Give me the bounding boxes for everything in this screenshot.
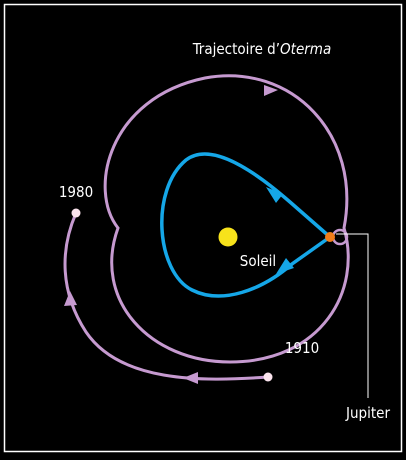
jupiter xyxy=(325,232,335,242)
title: Trajectoire d’Oterma xyxy=(192,40,331,58)
orbit-tail xyxy=(63,212,269,381)
title-prefix: Trajectoire d’ xyxy=(192,40,280,58)
label-sun: Soleil xyxy=(240,252,276,270)
arrow xyxy=(264,85,278,96)
leader-line xyxy=(336,233,369,398)
capture-loop xyxy=(160,152,332,298)
arrow xyxy=(266,187,283,203)
frame xyxy=(3,3,403,453)
arrow xyxy=(276,258,294,274)
label-1980: 1980 xyxy=(59,183,93,201)
label-jupiter: Jupiter xyxy=(345,404,390,422)
sun xyxy=(218,227,238,247)
orbit-main xyxy=(103,74,350,364)
arrow xyxy=(183,372,198,384)
dot-1910 xyxy=(263,372,273,382)
arrow xyxy=(64,291,77,306)
dot-1980 xyxy=(71,208,81,218)
label-1910: 1910 xyxy=(285,339,319,357)
title-italic: Oterma xyxy=(280,40,331,58)
